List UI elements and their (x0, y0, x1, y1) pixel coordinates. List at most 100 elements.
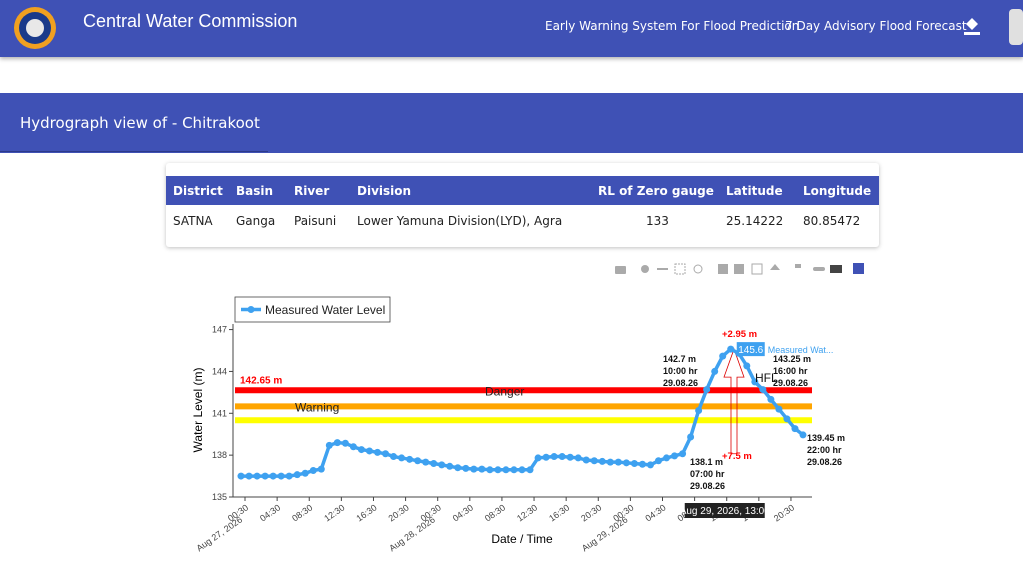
series-marker (253, 472, 261, 480)
series-marker (277, 472, 285, 480)
series-marker (301, 469, 309, 477)
tool-icon[interactable] (830, 265, 842, 273)
series-marker (679, 450, 687, 458)
nav-link[interactable]: Early Warning System For Flood Predictio… (545, 19, 800, 33)
logo (14, 7, 56, 49)
hover-value-box (736, 342, 765, 357)
series-marker (333, 439, 341, 447)
tool-icon[interactable] (734, 264, 744, 274)
series-marker (261, 472, 269, 480)
series-marker (494, 466, 502, 474)
series-marker (550, 453, 558, 461)
theme-icon[interactable] (962, 14, 982, 36)
y-tick-label: 147 (212, 325, 227, 335)
tool-icon[interactable] (641, 265, 649, 273)
series-marker (414, 457, 422, 465)
series-marker (534, 454, 542, 462)
series-marker (357, 446, 365, 454)
series-marker (775, 405, 783, 413)
series-marker (422, 458, 430, 466)
legend-marker (247, 306, 255, 313)
hover-x: Aug 29, 2026, 13:00 (680, 506, 771, 517)
series-marker (365, 447, 373, 455)
series-marker (630, 460, 638, 468)
emblem (1009, 9, 1023, 45)
tool-icon[interactable] (657, 268, 668, 270)
series-marker (317, 465, 325, 473)
table-cell: 25.14222 (726, 214, 784, 228)
series-marker (349, 443, 357, 451)
series-marker (719, 352, 727, 360)
series-marker (663, 454, 671, 462)
series-marker (695, 407, 703, 414)
hover-x-box (684, 503, 765, 518)
range-arrow (723, 347, 745, 455)
series-marker (285, 472, 293, 480)
y-tick-label: 138 (212, 450, 227, 460)
table-header-cell: River (294, 184, 330, 198)
series-marker (390, 453, 398, 461)
table-header-cell: Basin (236, 184, 274, 198)
tool-icon[interactable] (795, 264, 801, 268)
site-title[interactable]: Central Water Commission (83, 11, 298, 31)
table-cell: SATNA (173, 214, 213, 228)
series-marker (783, 415, 791, 423)
series-marker (430, 460, 438, 468)
series-marker (582, 456, 590, 464)
series-marker (470, 465, 478, 473)
series-marker (406, 455, 414, 463)
series-marker (671, 452, 679, 460)
annotation-line: 29.08.26 (690, 481, 725, 491)
series-marker (598, 457, 606, 465)
banner: Hydrograph view of - Chitrakoot (0, 93, 1023, 153)
series-marker (462, 464, 470, 472)
toolbar (615, 263, 864, 275)
series-marker (703, 386, 711, 394)
series-marker (743, 362, 751, 370)
table-header-cell: Division (357, 184, 412, 198)
annotation-line: 29.08.26 (773, 378, 808, 388)
series-marker (751, 378, 759, 386)
table-cell: 80.85472 (803, 214, 861, 228)
series-marker (245, 472, 253, 480)
tool-icon[interactable] (615, 266, 626, 274)
annotation-line: 143.25 m (773, 354, 811, 364)
series-marker (269, 472, 277, 480)
annotation-line: 16:00 hr (773, 366, 808, 376)
header: Central Water Commission Early Warning S… (0, 0, 1023, 57)
series-marker (574, 454, 582, 462)
series-marker (478, 465, 486, 473)
nav-link[interactable]: 7 Day Advisory Flood Forecast (785, 19, 967, 33)
series-marker (566, 453, 574, 461)
tool-icon[interactable] (718, 264, 728, 274)
series-marker (791, 425, 799, 433)
series-marker (309, 466, 317, 474)
threshold-name: Warning (295, 400, 339, 414)
hover-value: 145.6 (738, 345, 763, 356)
series-marker (438, 461, 446, 469)
series-marker (606, 458, 614, 466)
series-marker (799, 431, 807, 439)
tool-icon[interactable] (853, 263, 864, 274)
tool-icon[interactable] (674, 263, 686, 275)
tool-icon[interactable] (813, 267, 825, 271)
table-cell: Lower Yamuna Division(LYD), Agra (357, 214, 563, 228)
series-marker (622, 459, 630, 467)
y-axis-title: Water Level (m) (191, 368, 205, 453)
series-marker (614, 458, 622, 466)
annotation-line: 138.1 m (690, 457, 723, 467)
underline (0, 151, 268, 152)
tool-icon[interactable] (751, 263, 763, 275)
threshold-label: 142.65 m (240, 375, 282, 386)
tool-icon[interactable] (693, 264, 703, 274)
table-header-cell: District (173, 184, 223, 198)
series-marker (373, 448, 381, 456)
series-marker (382, 450, 390, 458)
annotation-line: 142.7 m (663, 354, 696, 364)
series-marker (502, 466, 510, 474)
series-marker (237, 472, 245, 480)
series-marker (759, 386, 767, 394)
tool-icon[interactable] (770, 264, 780, 270)
hover-series: Measured Wat... (768, 345, 834, 355)
